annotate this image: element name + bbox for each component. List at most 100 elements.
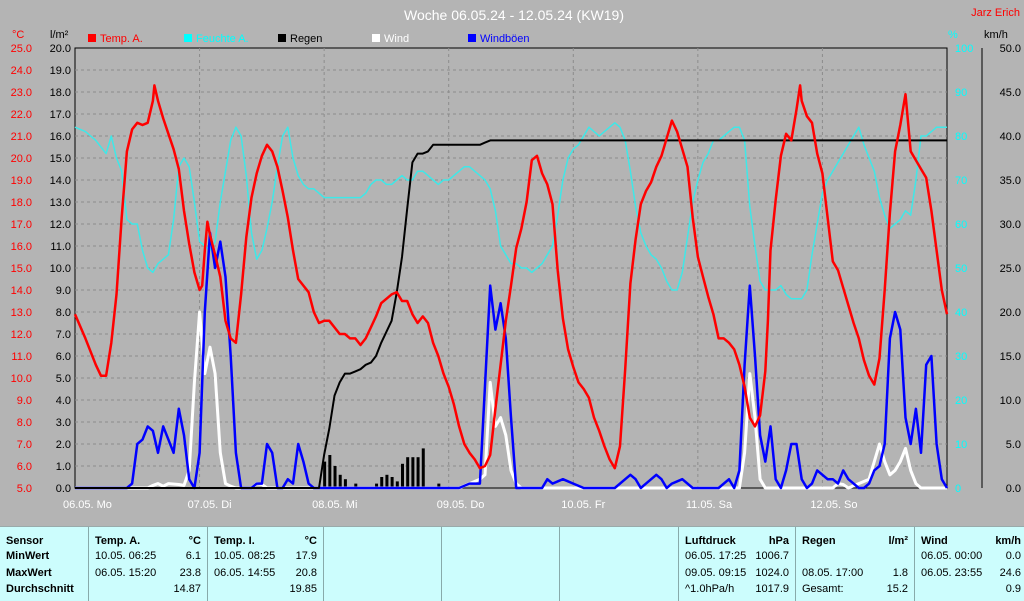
rain-tick-label: 19.0: [50, 65, 71, 77]
temp-i-max-time: 14:55: [247, 567, 276, 579]
temp-tick-label: 14.0: [11, 285, 32, 297]
humidity-tick-label: 20: [955, 395, 967, 407]
legend-label-2: Regen: [290, 33, 322, 45]
temp-a-max-time: 15:20: [128, 567, 157, 579]
temp-tick-label: 18.0: [11, 197, 32, 209]
rain-tick-label: 2.0: [56, 439, 71, 451]
temp-i-average: 19.85: [289, 583, 317, 595]
wind-tick-label: 50.0: [1000, 43, 1021, 55]
rain-tick-label: 7.0: [56, 329, 71, 341]
empty-column-2: [442, 527, 560, 601]
axis-unit-rain: l/m²: [50, 29, 69, 41]
chart-title: Woche 06.05.24 - 12.05.24 (KW19): [404, 7, 624, 23]
wind-min-value: 0.0: [1005, 550, 1021, 562]
day-label: 10.05. Fr: [561, 499, 605, 511]
pressure-min-value: 1006.7: [755, 550, 789, 562]
temp-a-header: Temp. A.: [95, 535, 141, 547]
temp-i-header: Temp. I.: [214, 535, 255, 547]
temp-tick-label: 6.0: [17, 461, 32, 473]
wind-average: 0.9: [1005, 583, 1021, 595]
rain-bar: [401, 463, 404, 488]
rain-max-time: 17:00: [835, 567, 864, 579]
empty-column-3: [560, 527, 679, 601]
humidity-tick-label: 10: [955, 439, 967, 451]
temp-i-max-value: 20.8: [295, 567, 317, 579]
pressure-unit: hPa: [768, 535, 789, 547]
humidity-tick-label: 90: [955, 87, 967, 99]
wind-tick-label: 10.0: [1000, 395, 1021, 407]
rain-tick-label: 14.0: [50, 175, 71, 187]
rain-bar: [385, 474, 389, 488]
rain-tick-label: 0.0: [56, 483, 71, 495]
empty-column-1: [324, 527, 442, 601]
rain-bar: [333, 466, 337, 488]
wind-tick-label: 45.0: [1000, 87, 1021, 99]
rain-bar: [390, 477, 394, 488]
rain-total-value: 15.2: [886, 583, 908, 595]
wind-tick-label: 0.0: [1006, 483, 1021, 495]
humidity-tick-label: 30: [955, 351, 967, 363]
day-label: 06.05. Mo: [63, 499, 112, 511]
rain-max-value: 1.8: [892, 567, 908, 579]
temp-tick-label: 12.0: [11, 329, 32, 341]
sensor-header: Sensor: [6, 535, 44, 547]
pressure-min-date: 06.05.: [685, 550, 716, 562]
temp-i-min-value: 17.9: [295, 550, 317, 562]
rain-tick-label: 20.0: [50, 43, 71, 55]
day-label: 07.05. Di: [188, 499, 232, 511]
humidity-tick-label: 100: [955, 43, 973, 55]
pressure-column: Luftdruck hPa 06.05. 17:25 1006.7 09.05. 0…: [679, 527, 796, 601]
legend-label-3: Wind: [384, 33, 409, 45]
chart-legend: Temp. A. Feuchte A. Regen Wind Windböen: [88, 33, 530, 45]
day-label: 12.05. So: [810, 499, 857, 511]
wind-line: [75, 310, 947, 490]
day-label: 09.05. Do: [437, 499, 485, 511]
rain-tick-label: 12.0: [50, 219, 71, 231]
rain-bar: [380, 477, 384, 488]
pressure-max-date: 09.05.: [685, 567, 716, 579]
rain-tick-label: 5.0: [56, 373, 71, 385]
rain-tick-label: 11.0: [50, 241, 71, 253]
temp-a-min-value: 6.1: [185, 550, 201, 562]
statistics-table: Sensor MinWert MaxWert Durchschnitt Temp…: [0, 526, 1024, 601]
rain-total-label: Gesamt:: [802, 583, 844, 595]
legend-label-1: Feuchte A.: [196, 33, 249, 45]
legend-swatch-1: [184, 34, 192, 42]
rain-tick-label: 8.0: [56, 307, 71, 319]
rain-bar: [328, 455, 332, 488]
rain-tick-label: 4.0: [56, 395, 71, 407]
average-label: Durchschnitt: [6, 583, 74, 595]
rain-bar: [338, 474, 342, 488]
wind-max-date: 06.05.: [921, 567, 952, 579]
pressure-average: 1017.9: [755, 583, 789, 595]
wind-max-time: 23:55: [954, 567, 983, 579]
pressure-trend: ^1.0hPa/h: [685, 583, 735, 595]
rain-header: Regen: [802, 535, 836, 547]
temp-i-unit: °C: [304, 535, 317, 547]
legend-label-4: Windböen: [480, 33, 530, 45]
weekly-weather-chart: Woche 06.05.24 - 12.05.24 (KW19) Jarz Er…: [10, 7, 1021, 511]
humidity-line: [74, 122, 947, 300]
rain-bar: [343, 479, 347, 488]
temp-a-average: 14.87: [173, 583, 201, 595]
temp-a-min-time: 06:25: [128, 550, 157, 562]
temp-tick-label: 20.0: [11, 153, 32, 165]
legend-swatch-3: [372, 34, 380, 42]
wind-min-time: 00:00: [954, 550, 983, 562]
rain-bar: [354, 483, 358, 488]
temp-tick-label: 23.0: [11, 87, 32, 99]
legend-swatch-2: [278, 34, 286, 42]
pressure-header: Luftdruck: [685, 535, 736, 547]
wind-tick-label: 15.0: [1000, 351, 1021, 363]
pressure-min-time: 17:25: [718, 550, 747, 562]
rain-tick-label: 13.0: [50, 197, 71, 209]
rain-bar: [375, 483, 379, 488]
wind-tick-label: 20.0: [1000, 307, 1021, 319]
temp-tick-label: 15.0: [11, 263, 32, 275]
rain-tick-label: 16.0: [50, 131, 71, 143]
humidity-tick-label: 40: [955, 307, 967, 319]
temp-i-min-date: 10.05.: [214, 550, 245, 562]
rain-bar: [411, 457, 415, 488]
wind-tick-label: 25.0: [1000, 263, 1021, 275]
temp-tick-label: 25.0: [11, 43, 32, 55]
